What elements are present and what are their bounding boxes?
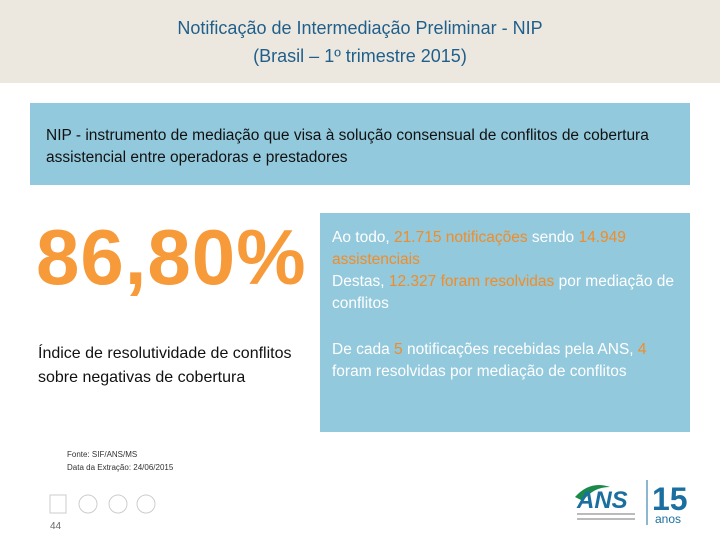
highlight-text: 12.327 foram resolvidas: [388, 273, 555, 290]
logo-subtext: [577, 513, 635, 515]
big-percentage: 86,80%: [36, 213, 307, 301]
caption: Índice de resolutividade de conflitos so…: [38, 345, 292, 386]
stat-text: notificações recebidas pela ANS,: [402, 341, 638, 358]
stat-text: foram resolvidas por mediação de conflit…: [332, 363, 627, 380]
intro-box: NIP - instrumento de mediação que visa à…: [30, 103, 690, 185]
highlight-text: 14.949 assistenciais: [332, 229, 626, 268]
extraction-date: Data da Extração: 24/06/2015: [67, 463, 174, 472]
anniversary-word: anos: [655, 512, 681, 526]
highlight-text: 4: [637, 341, 647, 358]
logo-icon: [136, 494, 156, 514]
logo-icon: [49, 494, 67, 514]
stat-text: sendo: [527, 229, 579, 246]
stat-text: De cada: [332, 341, 395, 358]
stats-box: Ao todo, 21.715 notificações sendo 14.94…: [320, 213, 690, 432]
intro-text: NIP - instrumento de mediação que visa à…: [46, 127, 649, 166]
ans-logo: ANS 15 anos: [575, 480, 688, 526]
source: Fonte: SIF/ANS/MS: [67, 450, 138, 459]
subtitle: (Brasil – 1º trimestre 2015): [253, 46, 467, 66]
page-number: 44: [50, 521, 62, 532]
stat-paragraph: De cada 5 notificações recebidas pela AN…: [332, 339, 678, 383]
logo-text: ANS: [576, 487, 628, 514]
logo-icon: [108, 494, 128, 514]
stat-paragraph: Destas, 12.327 foram resolvidas por medi…: [332, 271, 678, 315]
anniversary-number: 15: [652, 481, 688, 517]
partner-logos: [49, 494, 156, 514]
title: Notificação de Intermediação Preliminar …: [177, 18, 543, 38]
logo-subtext: [577, 518, 635, 520]
logo-swoosh: [575, 484, 610, 501]
stat-paragraph: Ao todo, 21.715 notificações sendo 14.94…: [332, 227, 678, 271]
stat-text: Ao todo,: [332, 229, 395, 246]
stat-text: por mediação de conflitos: [332, 273, 675, 312]
header: Notificação de Intermediação Preliminar …: [0, 0, 720, 83]
logo-icon: [78, 494, 98, 514]
highlight-text: 21.715 notificações: [394, 229, 528, 246]
stat-text: Destas,: [332, 273, 389, 290]
highlight-text: 5: [394, 341, 403, 358]
